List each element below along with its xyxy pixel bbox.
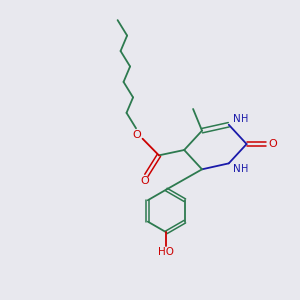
Text: O: O [141,176,149,186]
Text: N: N [233,164,241,174]
Text: O: O [132,130,141,140]
Text: O: O [268,139,277,149]
Text: HO: HO [158,247,174,257]
Text: H: H [241,164,248,174]
Text: H: H [241,114,248,124]
Text: N: N [233,114,241,124]
